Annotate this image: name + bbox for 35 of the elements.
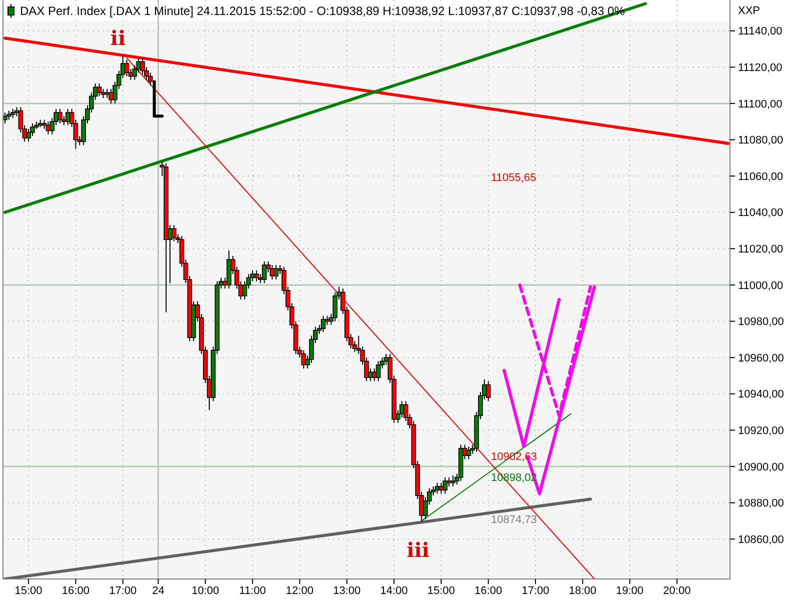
x-tick-label: 19:00 <box>616 585 644 597</box>
x-tick-label: 17:00 <box>109 585 137 597</box>
x-tick-label: 17:00 <box>522 585 550 597</box>
x-tick-label: 15:00 <box>14 585 42 597</box>
annotation: 10874,73 <box>491 514 537 526</box>
y-tick-label: 11020,00 <box>738 244 784 256</box>
y-tick-label: 10860,00 <box>738 534 784 546</box>
x-tick-label: 13:00 <box>333 585 361 597</box>
x-tick-label: 24 <box>152 585 164 597</box>
annotation: 11055,65 <box>491 172 536 184</box>
y-tick-label: 11140,00 <box>738 26 782 38</box>
x-tick-label: 15:00 <box>427 585 455 597</box>
y-tick-label: 10920,00 <box>738 425 784 438</box>
y-tick-label: 11120,00 <box>738 62 782 74</box>
y-tick-label: 11060,00 <box>738 170 784 183</box>
x-tick-label: 18:00 <box>568 585 596 597</box>
x-tick-label: 10:00 <box>192 585 220 597</box>
y-tick-label: 10940,00 <box>738 388 784 401</box>
x-tick-label: 12:00 <box>286 585 314 597</box>
y-tick-label: 11100,00 <box>738 98 782 110</box>
y-tick-label: 11000,00 <box>738 280 784 292</box>
y-tick-label: 10980,00 <box>738 316 784 328</box>
x-tick-label: 20:00 <box>663 585 691 597</box>
x-tick-label: 16:00 <box>474 585 502 597</box>
annotation: iii <box>406 538 430 562</box>
y-tick-label: 11080,00 <box>738 134 784 147</box>
x-tick-label: 14:00 <box>380 585 408 597</box>
annotation: ii <box>110 26 126 50</box>
y-tick-label: 11040,00 <box>738 207 784 220</box>
y-tick-label: 10960,00 <box>738 352 784 364</box>
y-tick-label: 10880,00 <box>738 498 784 510</box>
x-tick-label: 16:00 <box>62 585 90 597</box>
y-tick-label: 10900,00 <box>738 461 784 474</box>
y-axis-title: XXP <box>738 5 760 17</box>
x-tick-label: 11:00 <box>239 585 266 597</box>
